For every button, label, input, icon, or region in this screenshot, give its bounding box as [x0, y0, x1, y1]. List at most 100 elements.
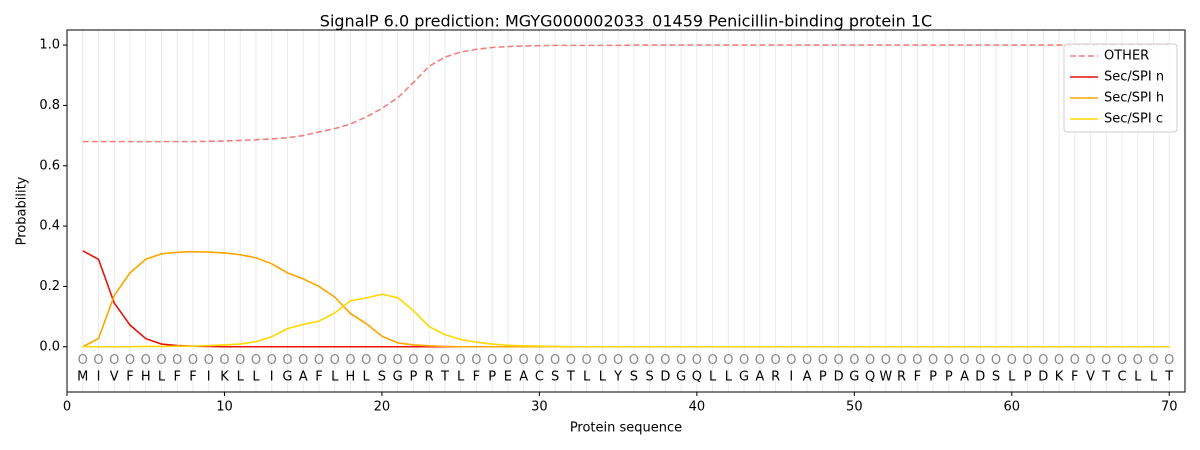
prediction-label: O [408, 353, 418, 368]
prediction-label: O [298, 353, 308, 368]
residue-label: F [189, 369, 196, 384]
residue-label: I [97, 369, 101, 384]
prediction-label: O [629, 353, 639, 368]
y-tick-label: 0.2 [39, 279, 60, 294]
prediction-label: O [172, 353, 182, 368]
y-axis-label: Probability [15, 176, 30, 245]
residue-label: D [1038, 369, 1048, 384]
prediction-label: O [676, 353, 686, 368]
prediction-label: O [456, 353, 466, 368]
prediction-label: O [566, 353, 576, 368]
legend-label: Sec/SPI c [1104, 112, 1163, 127]
prediction-label: O [440, 353, 450, 368]
residue-label: H [141, 369, 151, 384]
prediction-label: O [534, 353, 544, 368]
residue-label: S [378, 369, 386, 384]
y-tick-label: 0.4 [39, 219, 60, 234]
prediction-label: O [1054, 353, 1064, 368]
prediction-label: O [267, 353, 277, 368]
prediction-label: O [1148, 353, 1158, 368]
x-tick-label: 40 [689, 400, 706, 415]
prediction-label: O [975, 353, 985, 368]
residue-label: F [173, 369, 180, 384]
prediction-label: O [786, 353, 796, 368]
prediction-label: O [1133, 353, 1143, 368]
prediction-label: O [330, 353, 340, 368]
residue-label: F [315, 369, 322, 384]
residue-label: G [849, 369, 859, 384]
prediction-label: O [802, 353, 812, 368]
prediction-label: O [487, 353, 497, 368]
residue-label: T [566, 369, 575, 384]
residue-label: Y [613, 369, 622, 384]
prediction-label: O [377, 353, 387, 368]
residue-label: V [110, 369, 119, 384]
residue-label: A [755, 369, 764, 384]
prediction-label: O [1085, 353, 1095, 368]
prediction-label: O [345, 353, 355, 368]
series-line [82, 293, 1170, 348]
prediction-label: O [896, 353, 906, 368]
prediction-label: O [645, 353, 655, 368]
prediction-label: O [928, 353, 938, 368]
series-line [82, 250, 1170, 348]
prediction-label: O [1164, 353, 1174, 368]
prediction-label: O [881, 353, 891, 368]
residue-label: I [270, 369, 274, 384]
residue-label: F [1071, 369, 1078, 384]
prediction-label: O [503, 353, 513, 368]
residue-label: L [331, 369, 339, 384]
residue-label: V [1086, 369, 1095, 384]
x-tick-label: 30 [531, 400, 548, 415]
prediction-label: O [424, 353, 434, 368]
legend-box [1063, 43, 1178, 133]
prediction-label: O [912, 353, 922, 368]
residue-label: L [1134, 369, 1142, 384]
residue-label: D [660, 369, 670, 384]
residue-label: H [346, 369, 356, 384]
residue-label: L [1008, 369, 1016, 384]
prediction-label: O [141, 353, 151, 368]
prediction-label: O [755, 353, 765, 368]
prediction-label: O [944, 353, 954, 368]
prediction-label: O [361, 353, 371, 368]
y-tick-label: 0.0 [39, 339, 60, 354]
residue-label: T [1101, 369, 1110, 384]
legend-label: OTHER [1104, 49, 1149, 64]
residue-label: R [897, 369, 906, 384]
prediction-label: O [235, 353, 245, 368]
residue-label: P [1024, 369, 1032, 384]
residue-label: D [834, 369, 844, 384]
prediction-label: O [109, 353, 119, 368]
x-tick-label: 20 [374, 400, 391, 415]
residue-label: L [158, 369, 166, 384]
prediction-label: O [849, 353, 859, 368]
residue-label: F [914, 369, 921, 384]
legend-label: Sec/SPI h [1104, 91, 1164, 106]
residue-label: F [473, 369, 480, 384]
series-line [82, 44, 1170, 143]
residue-label: M [77, 369, 88, 384]
residue-label: S [551, 369, 559, 384]
x-tick-label: 70 [1161, 400, 1178, 415]
residue-label: A [803, 369, 812, 384]
x-tick-label: 10 [216, 400, 233, 415]
y-tick-label: 0.6 [39, 158, 60, 173]
residue-label: S [630, 369, 638, 384]
residue-label: T [440, 369, 449, 384]
chart-title: SignalP 6.0 prediction: MGYG000002033_01… [320, 12, 932, 32]
prediction-label: O [597, 353, 607, 368]
residue-label: T [1164, 369, 1173, 384]
prediction-label: O [833, 353, 843, 368]
prediction-label: O [991, 353, 1001, 368]
residue-label: P [410, 369, 418, 384]
prediction-label: O [582, 353, 592, 368]
prediction-label: O [125, 353, 135, 368]
residue-label: R [425, 369, 434, 384]
prediction-label: O [739, 353, 749, 368]
residue-label: G [739, 369, 749, 384]
residue-label: G [676, 369, 686, 384]
prediction-label: O [550, 353, 560, 368]
prediction-label: O [1070, 353, 1080, 368]
residue-label: P [488, 369, 496, 384]
